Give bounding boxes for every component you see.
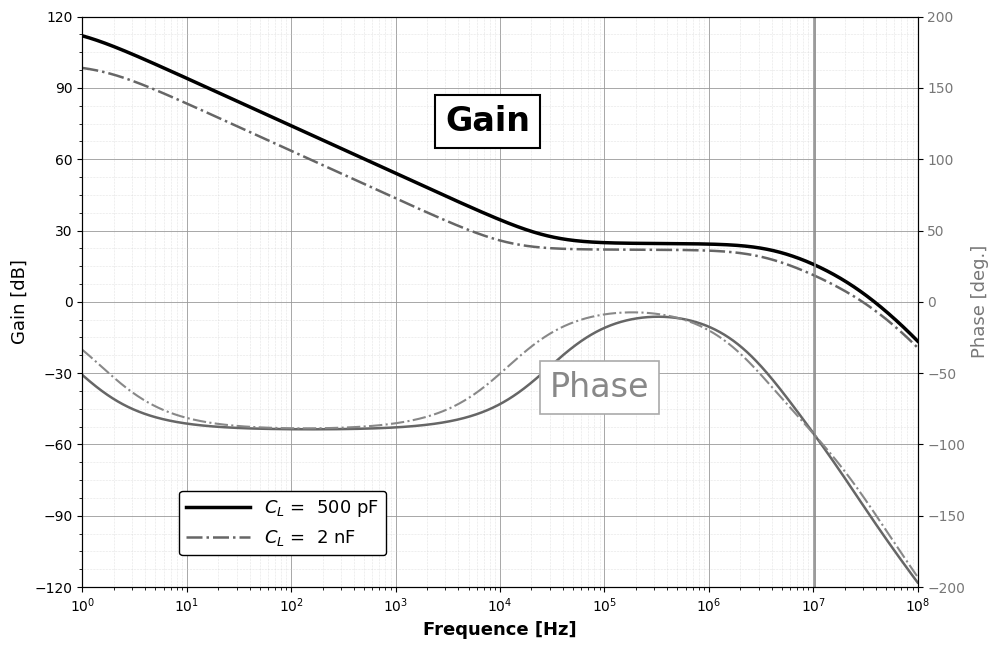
Text: Gain: Gain	[445, 105, 530, 138]
$C_L$ =  2 nF	[571, 245, 583, 253]
$C_L$ =  500 pF	[379, 164, 391, 172]
Line: $C_L$ =  2 nF: $C_L$ = 2 nF	[82, 68, 918, 348]
$C_L$ =  2 nF	[740, 250, 752, 258]
Line: $C_L$ =  500 pF: $C_L$ = 500 pF	[82, 36, 918, 341]
$C_L$ =  2 nF	[379, 190, 391, 198]
Y-axis label: Phase [deg.]: Phase [deg.]	[971, 245, 989, 358]
$C_L$ =  500 pF	[571, 237, 583, 244]
$C_L$ =  2 nF	[912, 344, 924, 352]
$C_L$ =  500 pF	[740, 242, 752, 250]
X-axis label: Frequence [Hz]: Frequence [Hz]	[423, 621, 577, 639]
$C_L$ =  500 pF	[76, 32, 88, 40]
Y-axis label: Gain [dB]: Gain [dB]	[11, 259, 29, 344]
$C_L$ =  500 pF	[912, 337, 924, 345]
Text: Phase: Phase	[550, 371, 649, 404]
$C_L$ =  2 nF	[118, 74, 130, 82]
$C_L$ =  2 nF	[696, 246, 708, 254]
$C_L$ =  500 pF	[696, 240, 708, 248]
$C_L$ =  500 pF	[607, 239, 619, 247]
$C_L$ =  2 nF	[607, 246, 619, 254]
$C_L$ =  2 nF	[76, 64, 88, 72]
$C_L$ =  500 pF	[118, 47, 130, 55]
Legend: $C_L$ =  500 pF, $C_L$ =  2 nF: $C_L$ = 500 pF, $C_L$ = 2 nF	[179, 491, 386, 555]
